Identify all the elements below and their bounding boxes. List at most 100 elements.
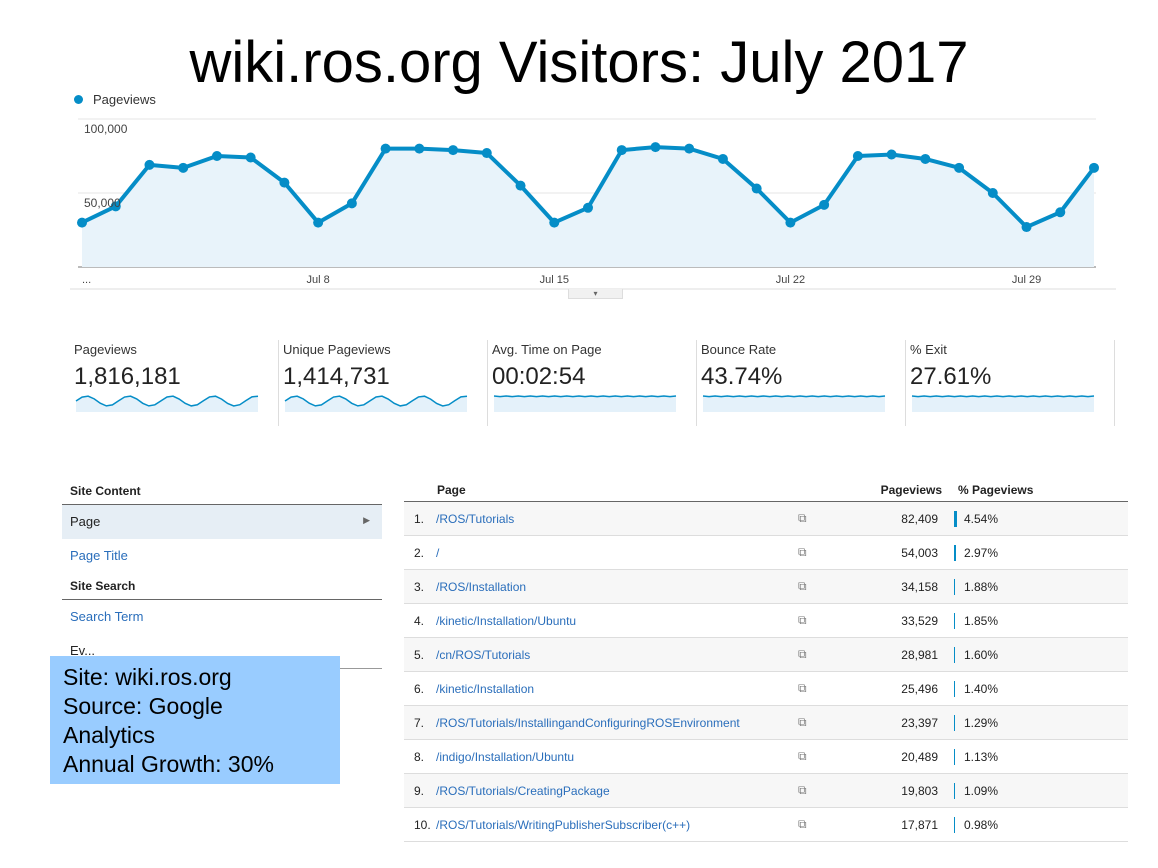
open-page-icon[interactable]: ⧉ (798, 715, 807, 729)
col-header-pct-pageviews[interactable]: % Pageviews (958, 482, 1034, 497)
share-bar (938, 782, 956, 799)
table-row: 7. /ROS/Tutorials/InstallingandConfigurin… (404, 706, 1128, 740)
nav-item-page-title[interactable]: Page Title (70, 548, 128, 563)
page-link[interactable]: / (436, 545, 440, 560)
sparkline (493, 395, 677, 412)
share-bar (938, 816, 956, 833)
share-bar (938, 578, 956, 595)
metric-exit[interactable]: % Exit 27.61% (906, 340, 1115, 426)
data-point (144, 159, 155, 170)
data-point (549, 217, 560, 228)
sparkline-line (702, 395, 886, 398)
open-page-icon[interactable]: ⧉ (798, 817, 807, 831)
metric-bounce-rate[interactable]: Bounce Rate 43.74% (697, 340, 906, 426)
col-header-page[interactable]: Page (437, 482, 466, 497)
open-page-icon[interactable]: ⧉ (798, 613, 807, 627)
pageviews-value: 34,158 (901, 579, 938, 594)
sparkline-line (75, 395, 259, 407)
sparkline-line (284, 395, 468, 407)
page-link[interactable]: /ROS/Tutorials/InstallingandConfiguringR… (436, 715, 740, 730)
data-point (852, 151, 863, 161)
table-row: 10. /ROS/Tutorials/WritingPublisherSubscr… (404, 808, 1128, 842)
metric-value: 1,414,731 (283, 363, 390, 390)
data-point (819, 199, 830, 210)
sparkline-area (76, 396, 258, 412)
note-line: Site: wiki.ros.org (63, 664, 232, 690)
row-index: 8. (414, 749, 425, 764)
share-bar-fill (954, 578, 956, 595)
chart-legend: Pageviews (74, 92, 156, 107)
metric-unique-pageviews[interactable]: Unique Pageviews 1,414,731 (279, 340, 488, 426)
page-link[interactable]: /indigo/Installation/Ubuntu (436, 749, 575, 764)
data-point (954, 162, 965, 173)
pct-value: 4.54% (964, 511, 999, 526)
metric-avg-time[interactable]: Avg. Time on Page 00:02:54 (488, 340, 697, 426)
data-point (684, 143, 695, 154)
share-bar-fill (954, 816, 955, 833)
nav-item-label: Page (70, 514, 101, 529)
metric-value: 1,816,181 (74, 363, 181, 390)
legend-label: Pageviews (93, 92, 156, 107)
sparkline-area (703, 396, 885, 412)
page-link[interactable]: /ROS/Tutorials/CreatingPackage (436, 783, 610, 798)
data-point (920, 153, 931, 164)
nav-item-page[interactable]: Page ▶ (62, 505, 382, 539)
sparkline (75, 395, 259, 412)
data-point (279, 177, 290, 188)
metric-label: Pageviews (74, 342, 137, 357)
y-tick-label: 100,000 (84, 122, 128, 136)
nav-item-search-term[interactable]: Search Term (70, 609, 144, 624)
data-point (886, 149, 897, 160)
page-link[interactable]: /kinetic/Installation (436, 681, 535, 696)
data-point (583, 202, 593, 213)
page-link[interactable]: /cn/ROS/Tutorials (436, 647, 531, 662)
metric-label: Unique Pageviews (283, 342, 391, 357)
info-callout: Site: wiki.ros.org Source: Google Analyt… (50, 656, 340, 784)
share-bar-fill (954, 714, 955, 731)
open-page-icon[interactable]: ⧉ (798, 545, 807, 559)
share-bar (938, 612, 956, 629)
sparkline-area (494, 396, 676, 412)
open-page-icon[interactable]: ⧉ (798, 749, 807, 763)
data-point (448, 145, 459, 156)
pct-value: 1.09% (964, 783, 999, 798)
data-point (1089, 162, 1099, 173)
metric-pageviews[interactable]: Pageviews 1,816,181 (70, 340, 279, 426)
data-point (414, 143, 425, 154)
page-link[interactable]: /ROS/Tutorials (436, 511, 515, 526)
col-header-pageviews[interactable]: Pageviews (880, 482, 942, 497)
page-link[interactable]: /ROS/Installation (436, 579, 527, 594)
share-bar-fill (954, 544, 956, 561)
pct-value: 1.60% (964, 647, 999, 662)
data-point (313, 217, 324, 228)
x-tick-label: Jul 29 (1012, 274, 1041, 286)
x-tick-label: Jul 8 (307, 274, 330, 286)
data-point (211, 151, 222, 161)
open-page-icon[interactable]: ⧉ (798, 579, 807, 593)
pct-value: 2.97% (964, 545, 999, 560)
data-point (481, 148, 492, 159)
open-page-icon[interactable]: ⧉ (798, 647, 807, 661)
page-link[interactable]: /kinetic/Installation/Ubuntu (436, 613, 577, 628)
sparkline-area (285, 396, 467, 412)
area-fill (82, 147, 1094, 267)
pct-value: 1.88% (964, 579, 999, 594)
pageviews-value: 54,003 (901, 545, 938, 560)
data-point (380, 143, 391, 154)
x-tick-label: ... (82, 274, 91, 286)
nav-heading-site-content: Site Content (62, 478, 382, 505)
data-point (245, 152, 256, 163)
open-page-icon[interactable]: ⧉ (798, 783, 807, 797)
share-bar-fill (954, 646, 956, 663)
sparkline-area (912, 396, 1094, 412)
metric-label: Bounce Rate (701, 342, 777, 357)
open-page-icon[interactable]: ⧉ (798, 681, 807, 695)
page-link[interactable]: /ROS/Tutorials/WritingPublisherSubscribe… (436, 817, 691, 832)
y-tick-label: 50,000 (84, 196, 121, 210)
pct-value: 1.13% (964, 749, 999, 764)
metrics-row: Pageviews 1,816,181 Unique Pageviews 1,4… (70, 340, 1115, 426)
report-nav-panel: Site Content Page ▶ Page Title Site Sear… (62, 478, 382, 669)
open-page-icon[interactable]: ⧉ (798, 511, 807, 525)
metric-label: Avg. Time on Page (492, 342, 602, 357)
chart-resize-handle[interactable]: ▾ (568, 289, 623, 299)
